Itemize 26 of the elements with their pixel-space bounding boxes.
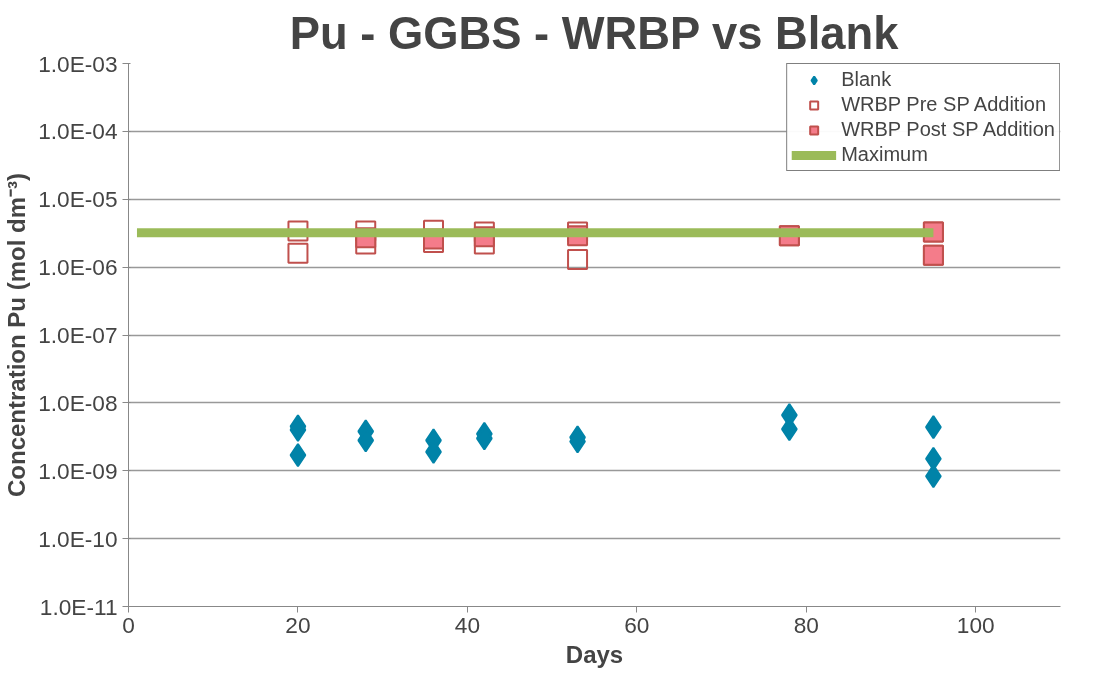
y-tick-label: 1.0E-04 [38,118,118,145]
point [567,248,589,270]
y-tick-label: 1.0E-09 [38,457,118,484]
y-tick-label: 1.0E-06 [38,254,118,281]
x-tick-label: 100 [956,611,995,638]
point [287,242,309,264]
legend-label: Blank [841,68,892,91]
x-axis-title: Days [565,640,624,668]
x-tick-label: 40 [454,611,481,638]
legend-label: WRBP Pre SP Addition [841,93,1047,116]
legend-label: Maximum [841,143,928,166]
point [287,220,309,242]
x-tick-label: 0 [122,611,135,638]
y-tick-label: 1.0E-10 [38,525,118,552]
y-axis-title: Concentration Pu (mol dm⁻³) [3,173,31,497]
y-tick-label: 1.0E-07 [38,322,118,348]
x-tick-label: 20 [285,611,311,638]
chart-title: Pu - GGBS - WRBP vs Blank [289,7,900,59]
y-tick-label: 1.0E-05 [38,186,118,213]
x-tick-label: 60 [624,611,650,638]
legend-label: WRBP Post SP Addition [841,118,1055,141]
y-tick-label: 1.0E-08 [38,389,118,416]
x-tick-label: 80 [793,611,819,638]
y-tick-label: 1.0E-03 [38,50,118,77]
point [289,443,307,468]
y-tick-label: 1.0E-11 [39,593,118,620]
